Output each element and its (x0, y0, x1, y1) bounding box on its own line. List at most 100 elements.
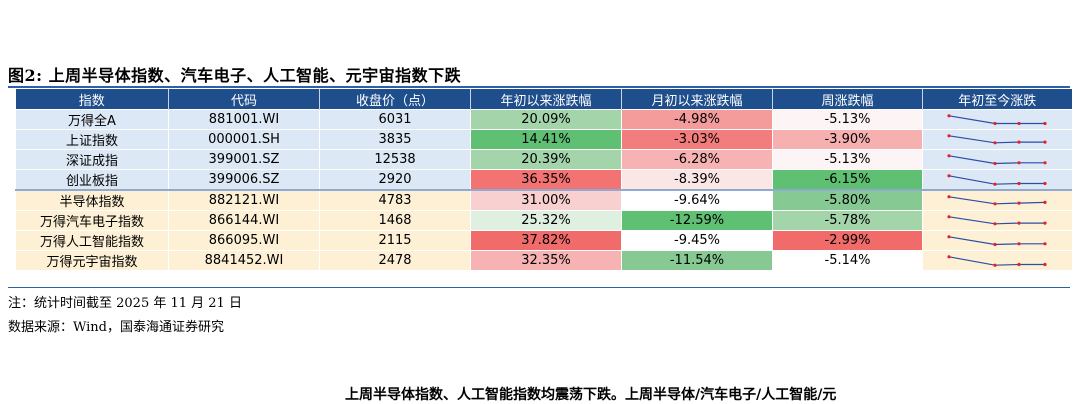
cell-close: 4783 (319, 189, 471, 211)
sparkline-point (947, 214, 951, 218)
header-ytd: 年初以来涨跌幅 (470, 89, 622, 110)
sparkline-chart (947, 173, 1047, 186)
cell-index-name: 万得元宇宙指数 (15, 250, 169, 270)
cell-ytd: 14.41% (470, 129, 622, 150)
sparkline-point (1043, 221, 1047, 225)
cell-index-name: 深证成指 (15, 149, 169, 170)
sparkline-line (949, 134, 1046, 143)
header-mtd: 月初以来涨跌幅 (621, 89, 773, 110)
cell-week: -5.13% (772, 149, 923, 170)
sparkline-point (1043, 200, 1047, 204)
cell-week: -5.78% (772, 210, 923, 231)
header-close: 收盘价（点） (319, 89, 471, 110)
table-row: 半导体指数 882121.WI 4783 31.00% -9.64% -5.80% (15, 189, 1072, 211)
cell-close: 2478 (319, 250, 471, 270)
cell-sparkline (922, 109, 1072, 130)
table-row: 万得全A 881001.WI 6031 20.09% -4.98% -5.13% (15, 109, 1072, 130)
table-row: 万得汽车电子指数 866144.WI 1468 25.32% -12.59% -5.78% (15, 210, 1072, 231)
table-row: 万得人工智能指数 866095.WI 2115 37.82% -9.45% -2.99% (15, 230, 1072, 251)
cell-code: 866095.WI (168, 230, 320, 251)
sparkline-point (1017, 121, 1021, 125)
cell-sparkline (922, 250, 1072, 270)
sparkline-point (947, 173, 951, 177)
cell-week: -5.14% (772, 250, 923, 270)
header-code: 代码 (168, 89, 320, 110)
sparkline-point (1017, 160, 1021, 164)
cell-sparkline (922, 129, 1072, 150)
sparkline-line (949, 215, 1046, 224)
cell-week: -2.99% (772, 230, 923, 251)
cell-ytd: 36.35% (470, 169, 622, 190)
cell-mtd: -11.54% (621, 250, 773, 270)
cell-index-name: 半导体指数 (15, 189, 169, 211)
sparkline-point (947, 133, 951, 137)
sparkline-point (1043, 121, 1047, 125)
sparkline-point (993, 182, 997, 186)
sparkline-point (993, 221, 997, 225)
sparkline-chart (947, 153, 1047, 165)
header-index: 指数 (15, 89, 169, 110)
cell-sparkline (922, 149, 1072, 170)
cell-code: 8841452.WI (168, 250, 320, 270)
sparkline-chart (947, 194, 1047, 205)
sparkline-point (1043, 262, 1047, 266)
cell-week: -5.13% (772, 109, 923, 130)
cell-mtd: -9.45% (621, 230, 773, 251)
cell-code: 881001.WI (168, 109, 320, 130)
cell-code: 000001.SH (168, 129, 320, 150)
sparkline-point (1017, 221, 1021, 225)
sparkline-point (1017, 140, 1021, 144)
cell-close: 2920 (319, 169, 471, 190)
figure-title: 图2: 上周半导体指数、汽车电子、人工智能、元宇宙指数下跌 (8, 66, 462, 85)
cell-code: 866144.WI (168, 210, 320, 231)
table-row: 上证指数 000001.SH 3835 14.41% -3.03% -3.90% (15, 129, 1072, 150)
body-text-clipped: 上周半导体指数、人工智能指数均震荡下跌。上周半导体/汽车电子/人工智能/元 (345, 387, 837, 403)
cell-ytd: 20.39% (470, 149, 622, 170)
cell-sparkline (922, 210, 1072, 231)
header-week: 周涨跌幅 (772, 89, 923, 110)
cell-index-name: 万得汽车电子指数 (15, 210, 169, 231)
cell-mtd: -4.98% (621, 109, 773, 130)
cell-close: 12538 (319, 149, 471, 170)
sparkline-point (993, 121, 997, 125)
sparkline-point (1017, 181, 1021, 185)
sparkline-point (947, 153, 951, 157)
cell-close: 3835 (319, 129, 471, 150)
sparkline-point (1043, 241, 1047, 245)
cell-mtd: -3.03% (621, 129, 773, 150)
cell-sparkline (922, 230, 1072, 251)
cell-code: 399001.SZ (168, 149, 320, 170)
sparkline-chart (947, 254, 1047, 267)
cell-code: 882121.WI (168, 189, 320, 211)
sparkline-point (993, 161, 997, 165)
table-row: 万得元宇宙指数 8841452.WI 2478 32.35% -11.54% -5.14% (15, 250, 1072, 270)
sparkline-chart (947, 133, 1047, 144)
sparkline-point (1043, 140, 1047, 144)
sparkline-line (949, 195, 1046, 204)
cell-sparkline (922, 169, 1072, 190)
cell-close: 6031 (319, 109, 471, 130)
sparkline-point (993, 140, 997, 144)
cell-week: -6.15% (772, 169, 923, 190)
sparkline-point (947, 234, 951, 238)
cell-close: 2115 (319, 230, 471, 251)
header-ytd-trend: 年初至今涨跌 (922, 89, 1072, 110)
sparkline-line (949, 154, 1046, 164)
cell-mtd: -8.39% (621, 169, 773, 190)
page-top-clipped-text (580, 0, 1040, 4)
cell-ytd: 37.82% (470, 230, 622, 251)
sparkline-point (947, 113, 951, 117)
sparkline-point (947, 194, 951, 198)
cell-week: -3.90% (772, 129, 923, 150)
cell-ytd: 25.32% (470, 210, 622, 231)
cell-index-name: 创业板指 (15, 169, 169, 190)
cell-ytd: 31.00% (470, 189, 622, 211)
sparkline-line (949, 255, 1046, 266)
cell-code: 399006.SZ (168, 169, 320, 190)
table-row: 深证成指 399001.SZ 12538 20.39% -6.28% -5.13% (15, 149, 1072, 170)
cell-ytd: 32.35% (470, 250, 622, 270)
sparkline-point (947, 254, 951, 258)
cell-index-name: 万得人工智能指数 (15, 230, 169, 251)
cell-mtd: -12.59% (621, 210, 773, 231)
cell-mtd: -6.28% (621, 149, 773, 170)
